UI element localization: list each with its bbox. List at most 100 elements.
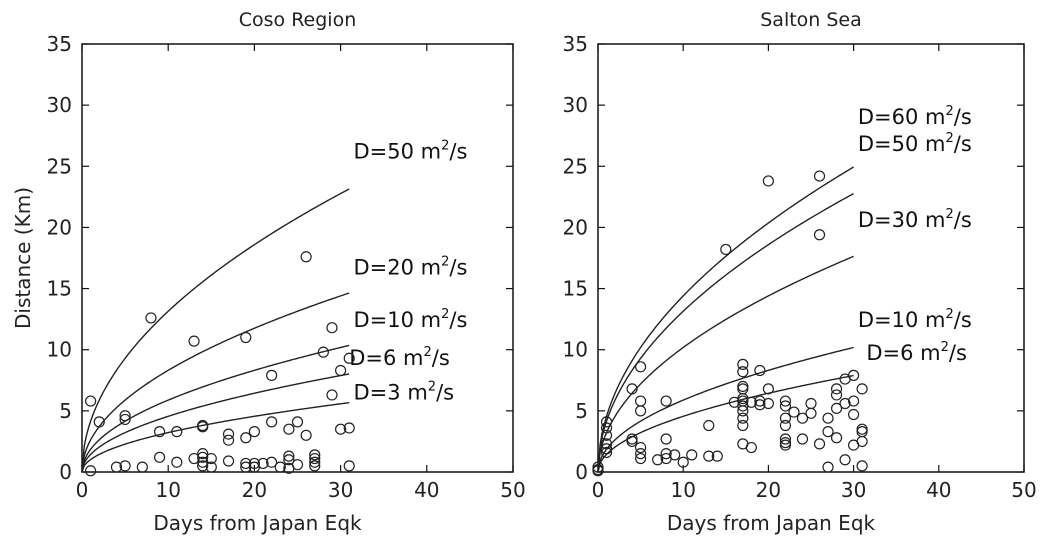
- curve-label: D=30 m2/s: [858, 207, 972, 232]
- data-point: [830, 389, 843, 401]
- data-point: [822, 461, 834, 473]
- data-point: [600, 422, 613, 434]
- curve-label: D=6 m2/s: [866, 340, 967, 365]
- data-point: [145, 312, 157, 324]
- curve-label: D=3 m2/s: [354, 379, 455, 404]
- data-point: [600, 429, 613, 441]
- curve-label: D=50 m2/s: [354, 138, 468, 163]
- data-point: [153, 451, 166, 463]
- data-point: [274, 461, 286, 473]
- data-point: [119, 410, 131, 422]
- data-point: [634, 395, 647, 407]
- y-tick-label: 30: [563, 93, 588, 117]
- data-point: [796, 412, 809, 424]
- data-point: [805, 397, 817, 410]
- data-point: [686, 449, 698, 461]
- data-point: [309, 449, 321, 461]
- data-point: [283, 450, 295, 462]
- data-point: [634, 448, 647, 460]
- data-point: [660, 433, 672, 445]
- data-point: [600, 446, 613, 459]
- data-point: [762, 175, 775, 187]
- x-axis-label: Days from Japan Eqk: [667, 511, 876, 535]
- panel-coso-region: Coso Region 0 10 20 30 40 50 0 5 10 15 20 25 30 35 Days…: [11, 9, 526, 535]
- plot-frame: [597, 43, 1025, 473]
- data-point: [737, 380, 749, 392]
- data-point: [335, 364, 347, 377]
- x-tick-label: 10: [155, 478, 180, 502]
- y-tick-label: 35: [47, 32, 72, 56]
- data-point: [779, 439, 792, 451]
- data-point: [197, 460, 209, 472]
- x-tick-label: 20: [756, 478, 781, 502]
- data-point: [737, 419, 749, 432]
- y-tick-label: 10: [47, 338, 72, 362]
- data-point: [805, 407, 817, 419]
- data-point: [745, 441, 757, 454]
- data-point: [283, 454, 295, 466]
- data-point: [813, 229, 826, 241]
- data-point: [856, 423, 868, 435]
- data-point: [317, 346, 329, 358]
- data-point: [600, 416, 613, 428]
- data-point: [300, 251, 312, 263]
- data-point: [703, 419, 715, 432]
- data-point: [171, 456, 183, 468]
- y-tick-label: 0: [575, 460, 588, 484]
- data-point: [745, 396, 757, 408]
- x-tick-label: 20: [242, 478, 267, 502]
- diffusion-curve: [597, 192, 854, 473]
- data-point: [188, 335, 200, 347]
- x-tick-label: 50: [1011, 478, 1036, 502]
- y-tick-label: 10: [563, 338, 588, 362]
- x-axis-label: Days from Japan Eqk: [153, 511, 362, 535]
- data-point: [343, 422, 355, 434]
- data-point: [266, 416, 278, 428]
- data-point: [309, 452, 321, 465]
- data-point: [634, 441, 647, 454]
- data-point: [197, 421, 209, 433]
- y-axis-label: Distance (Km): [11, 187, 35, 329]
- y-tick-label: 30: [47, 93, 72, 117]
- data-point: [171, 426, 183, 438]
- y-tick-label: 15: [563, 277, 588, 301]
- data-point: [830, 383, 843, 395]
- curve-label: D=20 m2/s: [354, 255, 468, 280]
- data-point: [119, 413, 131, 426]
- data-point: [856, 435, 868, 448]
- data-point: [257, 457, 269, 470]
- data-point: [762, 397, 775, 410]
- data-point: [197, 448, 209, 460]
- y-tick-label: 5: [575, 399, 588, 423]
- data-point: [205, 461, 217, 473]
- data-point: [754, 399, 766, 411]
- data-point: [343, 460, 355, 472]
- data-point: [222, 434, 235, 446]
- data-point: [634, 452, 647, 465]
- curve-label: D=10 m2/s: [354, 307, 468, 332]
- y-tick-label: 25: [47, 154, 72, 178]
- data-point: [600, 443, 613, 455]
- diffusion-curve: [81, 188, 350, 473]
- data-point: [754, 364, 766, 377]
- data-point: [779, 400, 792, 412]
- y-tick-label: 0: [59, 460, 72, 484]
- data-point: [779, 433, 792, 445]
- data-point: [326, 322, 338, 334]
- curve-label: D=60 m2/s: [858, 104, 972, 129]
- data-point: [85, 465, 97, 477]
- data-point: [309, 456, 321, 468]
- diffusion-curve: [597, 374, 854, 473]
- x-tick-label: 40: [414, 478, 439, 502]
- diffusion-curve: [597, 255, 854, 473]
- data-point: [856, 426, 868, 438]
- data-point: [754, 395, 766, 407]
- data-point: [266, 369, 278, 381]
- y-tick-label: 5: [59, 399, 72, 423]
- data-point: [652, 454, 664, 466]
- diffusion-curve: [81, 401, 350, 473]
- data-point: [737, 405, 749, 417]
- diffusion-curve: [81, 292, 350, 473]
- panel-salton-sea: Salton Sea 0 10 20 30 40 50 0 5 10 15 20 25 30 35 Days …: [563, 9, 1037, 535]
